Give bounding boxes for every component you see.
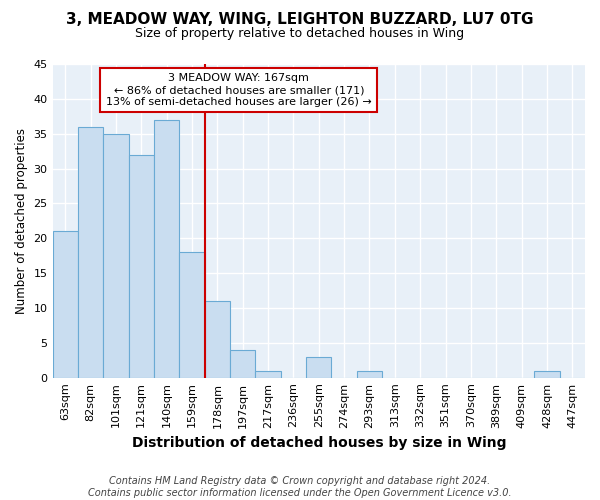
Bar <box>103 134 128 378</box>
Y-axis label: Number of detached properties: Number of detached properties <box>15 128 28 314</box>
X-axis label: Distribution of detached houses by size in Wing: Distribution of detached houses by size … <box>131 436 506 450</box>
Bar <box>179 252 205 378</box>
Bar <box>256 370 281 378</box>
Bar <box>128 154 154 378</box>
Text: 3 MEADOW WAY: 167sqm
← 86% of detached houses are smaller (171)
13% of semi-deta: 3 MEADOW WAY: 167sqm ← 86% of detached h… <box>106 74 372 106</box>
Bar <box>306 357 331 378</box>
Bar <box>534 370 560 378</box>
Bar <box>357 370 382 378</box>
Bar <box>154 120 179 378</box>
Text: Contains HM Land Registry data © Crown copyright and database right 2024.
Contai: Contains HM Land Registry data © Crown c… <box>88 476 512 498</box>
Bar <box>53 232 78 378</box>
Text: 3, MEADOW WAY, WING, LEIGHTON BUZZARD, LU7 0TG: 3, MEADOW WAY, WING, LEIGHTON BUZZARD, L… <box>66 12 534 28</box>
Bar <box>78 126 103 378</box>
Text: Size of property relative to detached houses in Wing: Size of property relative to detached ho… <box>136 28 464 40</box>
Bar <box>205 301 230 378</box>
Bar <box>230 350 256 378</box>
